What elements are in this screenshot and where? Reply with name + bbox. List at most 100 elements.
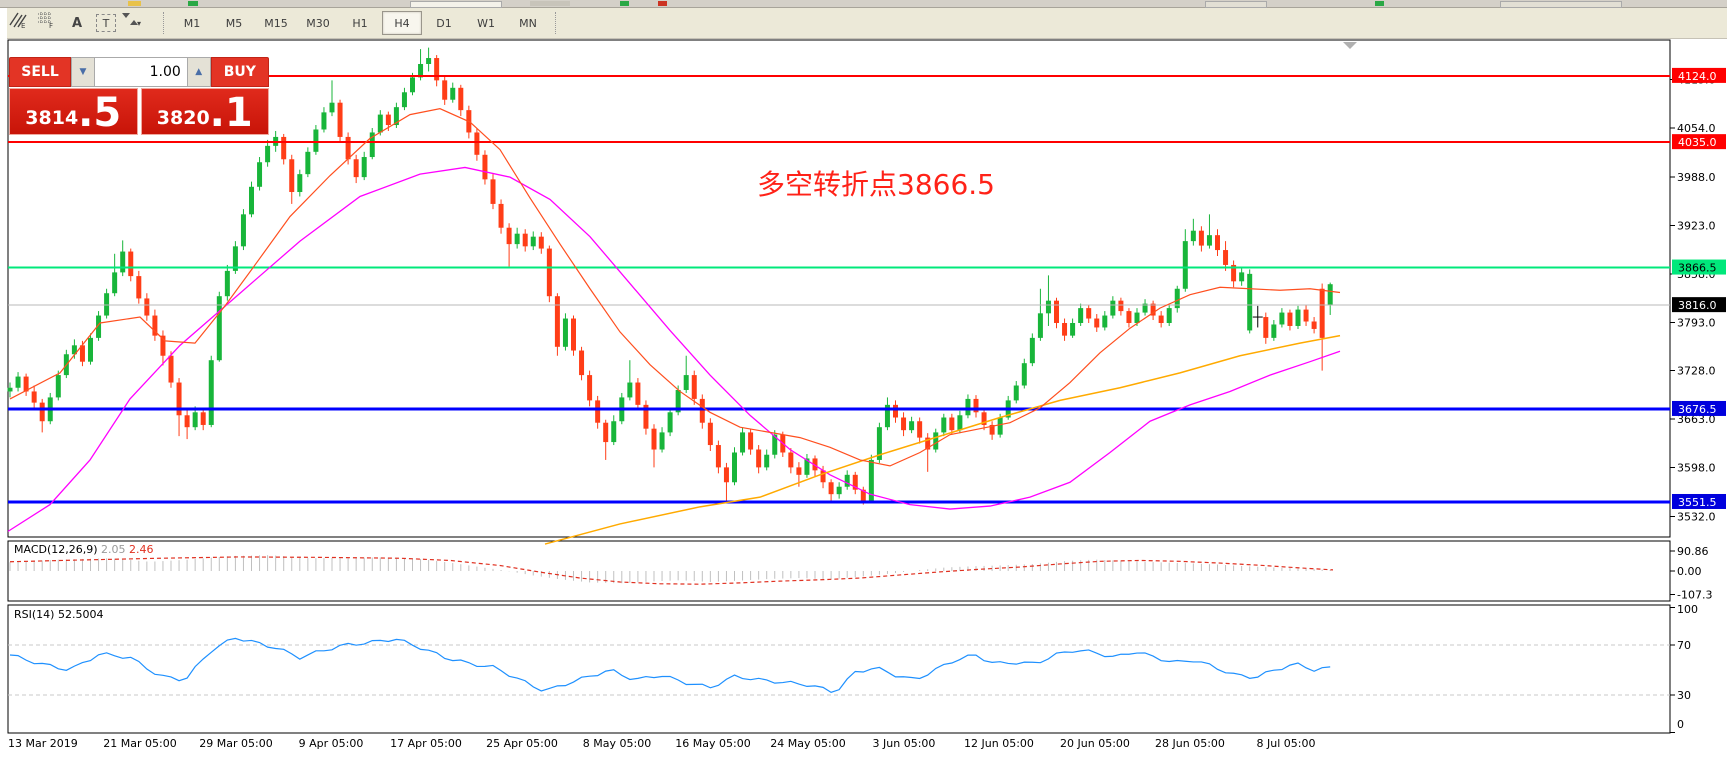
sell-price-frac: .5: [78, 90, 122, 136]
axis-label: 3676.5: [1678, 403, 1717, 416]
timeframe-buttons: M1 M5 M15 M30 H1 H4 D1 W1 MN: [171, 11, 549, 35]
axis-label: 3551.5: [1678, 496, 1717, 509]
time-label: 9 Apr 05:00: [299, 737, 364, 750]
time-label: 20 Jun 05:00: [1060, 737, 1130, 750]
price-badge-3676.5: [1672, 400, 1726, 416]
macd-histogram: [9, 555, 1331, 584]
volume-input[interactable]: [94, 57, 187, 87]
axis-label: 3866.5: [1678, 262, 1717, 275]
window-chrome-fragment: [188, 1, 198, 6]
svg-text:E: E: [21, 22, 25, 29]
tf-m30-button[interactable]: M30: [306, 16, 330, 30]
arrow-styles-icon[interactable]: ▾: [122, 11, 156, 35]
one-click-trade-panel: SELL ▼ ▲ BUY 3814.5 3820.1: [9, 57, 269, 136]
window-chrome-fragment: [658, 1, 667, 6]
window-chrome-fragment: [1205, 1, 1267, 8]
time-label: 25 Apr 05:00: [486, 737, 558, 750]
axis-label: 3793.0: [1677, 316, 1716, 329]
chart-annotation-text[interactable]: 多空转折点3866.5: [757, 168, 995, 201]
time-label: 24 May 05:00: [770, 737, 845, 750]
ma-fast-red-line: [9, 108, 1341, 467]
text-box-icon[interactable]: T: [96, 14, 116, 32]
axis-label: 3532.0: [1677, 511, 1716, 524]
time-label: 17 Apr 05:00: [390, 737, 462, 750]
horizontal-level-lines: [8, 74, 1670, 504]
axis-label: 3663.0: [1677, 413, 1716, 426]
tf-h4-button[interactable]: H4: [382, 11, 422, 35]
macd-indicator-label: MACD(12,26,9) 2.05 2.46: [14, 543, 154, 556]
axis-label: 3728.0: [1677, 365, 1716, 378]
axis-label: 100: [1677, 603, 1698, 616]
rsi-indicator-label: RSI(14) 52.5004: [14, 608, 104, 621]
time-axis: 13 Mar 2019 21 Mar 05:00 29 Mar 05:00 9 Apr…: [8, 737, 1315, 750]
main-chart-panel[interactable]: [7, 39, 1671, 538]
axis-label: 3816.0: [1678, 299, 1717, 312]
trade-order-row: SELL ▼ ▲ BUY: [9, 57, 269, 87]
window-chrome-fragment: [128, 1, 141, 6]
buy-price-box[interactable]: 3820.1: [140, 88, 269, 136]
tf-m15-button[interactable]: M15: [264, 16, 288, 30]
price-badge-4124.0: [1672, 67, 1726, 83]
svg-text:F: F: [49, 22, 53, 29]
buy-price-int: 3820: [156, 107, 210, 129]
macd-main-value: 2.05: [101, 543, 126, 556]
macd-signal-line: [9, 556, 1334, 585]
rsi-panel[interactable]: [7, 604, 1671, 734]
axis-label: 0.00: [1677, 565, 1702, 578]
tf-m1-button[interactable]: M1: [183, 16, 201, 30]
chart-toolbar: E F A T ▾ M1 M5 M15 M30 H1 H4 D1 W1 MN: [7, 8, 1727, 39]
time-label: 8 Jul 05:00: [1257, 737, 1316, 750]
axis-label: 4054.0: [1677, 122, 1716, 135]
sell-price-int: 3814: [25, 107, 79, 129]
window-chrome-fragment: [410, 1, 502, 8]
buy-price-frac: .1: [209, 90, 253, 136]
tf-h1-button[interactable]: H1: [352, 16, 368, 30]
volume-decrease-button[interactable]: ▼: [71, 57, 95, 87]
sell-button[interactable]: SELL: [9, 57, 71, 87]
axis-label: -107.3: [1677, 589, 1712, 602]
time-label: 12 Jun 05:00: [964, 737, 1034, 750]
window-chrome-fragment: [1375, 1, 1384, 6]
window-chrome-fragment: [1500, 1, 1622, 8]
volume-increase-button[interactable]: ▲: [186, 57, 211, 87]
tf-m5-button[interactable]: M5: [225, 16, 243, 30]
rsi-value: 52.5004: [57, 608, 104, 621]
window-chrome-fragment: [620, 1, 629, 6]
toolbar-separator: [555, 12, 557, 34]
axis-label: 3988.0: [1677, 171, 1716, 184]
axis-label: 4035.0: [1678, 136, 1717, 149]
axis-label: 30: [1677, 689, 1691, 702]
window-chrome-strip: [0, 0, 1727, 8]
axis-label: 0: [1677, 718, 1684, 731]
buy-button[interactable]: BUY: [210, 57, 269, 87]
time-label: 13 Mar 2019: [8, 737, 78, 750]
price-badge-3866.5: [1672, 259, 1726, 275]
toolbar-separator: [163, 12, 165, 34]
ma-slow-magenta-line: [7, 166, 1341, 532]
current-bar-marker-icon: [1343, 42, 1357, 49]
equidistant-channel-icon[interactable]: E: [8, 11, 34, 35]
time-label: 29 Mar 05:00: [199, 737, 272, 750]
axis-label: 3923.0: [1677, 219, 1716, 232]
text-label-icon[interactable]: A: [71, 15, 83, 31]
tf-mn-button[interactable]: MN: [519, 16, 537, 30]
sell-price-box[interactable]: 3814.5: [9, 88, 138, 135]
fibonacci-grid-icon[interactable]: F: [36, 11, 62, 35]
ma-medium-orange-line: [544, 334, 1341, 545]
window-chrome-fragment: [530, 1, 570, 6]
tf-w1-button[interactable]: W1: [477, 16, 495, 30]
price-badge-3816.0: [1672, 297, 1726, 313]
axis-label: 70: [1677, 639, 1691, 652]
axis-label: 4124.0: [1678, 70, 1717, 83]
time-label: 8 May 05:00: [583, 737, 651, 750]
rsi-line: [9, 637, 1331, 693]
macd-signal-value: 2.46: [129, 543, 154, 556]
price-badge-4035.0: [1672, 134, 1726, 150]
time-label: 16 May 05:00: [675, 737, 750, 750]
time-label: 28 Jun 05:00: [1155, 737, 1225, 750]
time-label: 21 Mar 05:00: [103, 737, 176, 750]
time-label: 3 Jun 05:00: [873, 737, 936, 750]
tf-d1-button[interactable]: D1: [436, 16, 452, 30]
